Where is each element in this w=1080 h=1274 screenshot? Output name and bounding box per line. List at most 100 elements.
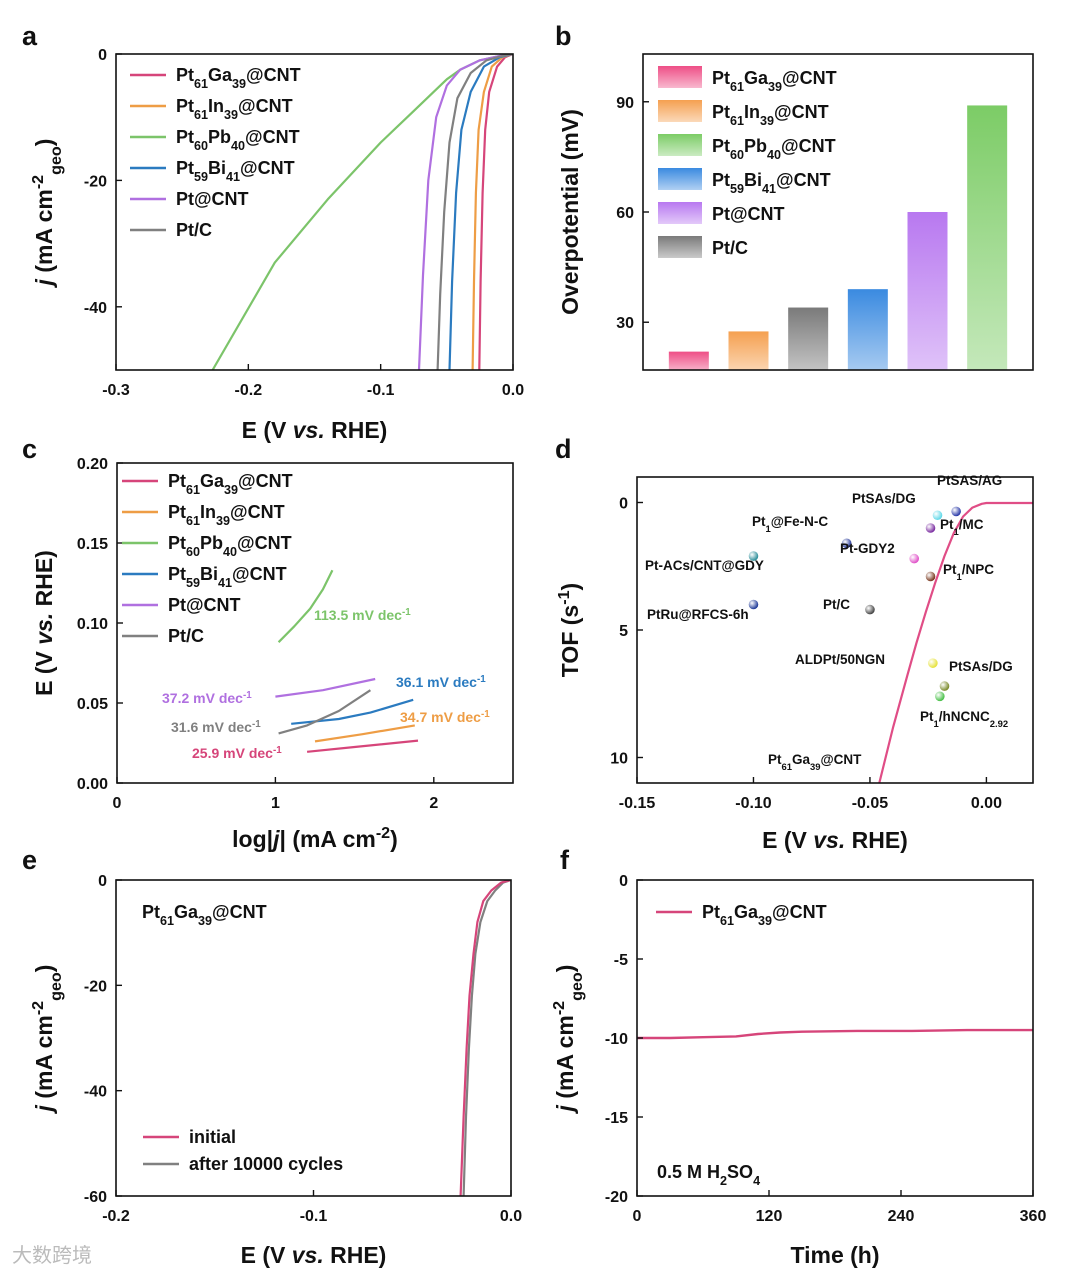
series-line: [436, 54, 513, 370]
x-tick-label: 0: [633, 1208, 642, 1225]
scatter-point: [935, 691, 945, 702]
series-line: [462, 880, 511, 1196]
y-tick-label: 0.05: [77, 696, 108, 713]
x-tick-label: 120: [756, 1208, 783, 1225]
y-tick-label: -15: [605, 1110, 628, 1127]
series-line: [471, 54, 513, 370]
legend-entry: Pt60Pb40@CNT: [712, 136, 836, 162]
slope-annotation: 36.1 mV dec-1: [396, 674, 486, 691]
x-tick-label: -0.1: [300, 1208, 328, 1225]
slope-annotation: 25.9 mV dec-1: [192, 745, 282, 762]
scatter-point: [928, 658, 938, 668]
scatter-point: [939, 681, 950, 691]
y-tick-label: 10: [610, 751, 628, 768]
point-label: Pt1/hNCNC2.92: [920, 709, 1008, 730]
legend-entry: Pt61Ga39@CNT: [712, 68, 837, 94]
x-tick-label: -0.10: [735, 795, 772, 812]
scatter-point: [951, 506, 961, 517]
y-tick-label: 0: [98, 873, 107, 890]
x-tick-label: 360: [1020, 1208, 1047, 1225]
legend-entry: Pt60Pb40@CNT: [176, 127, 300, 153]
panel-a: a -0.3 -0.2 -0.1 0.0 0 -20 -40 E (V vs. RHE) j (m…: [22, 21, 524, 443]
x-tick-label: 0.0: [502, 382, 524, 399]
series-line: [306, 739, 419, 753]
y-axis-label: j (mA cm-2geo): [29, 965, 65, 1115]
legend-entry: Pt59Bi41@CNT: [712, 170, 831, 196]
point-label: Pt-ACs/CNT@GDY: [645, 558, 764, 573]
x-tick-label: -0.3: [102, 382, 130, 399]
y-tick-label: -20: [84, 173, 107, 190]
legend-swatch: [658, 236, 702, 258]
panel-d: d -0.15 -0.10 -0.05 0.00 0 5 10 E (V vs. RHE) TOF…: [555, 434, 1034, 853]
x-tick-label: -0.1: [367, 382, 395, 399]
tof-curve: [878, 501, 1033, 783]
point-label: Pt1/NPC: [943, 562, 994, 583]
legend-entry: Pt61Ga39@CNT: [168, 471, 293, 497]
point-label: PtSAS/AG: [937, 473, 1002, 488]
legend-entry: Pt@CNT: [176, 189, 249, 209]
watermark-text: 大数跨境: [12, 1244, 92, 1267]
series-line: [314, 724, 415, 743]
legend-entry: Pt60Pb40@CNT: [168, 533, 292, 559]
point-label: PtSAs/DG: [852, 491, 916, 506]
series-line: [277, 569, 334, 643]
y-tick-label: 0.20: [77, 456, 108, 473]
series-line: [637, 1028, 1033, 1040]
panel-label-e: e: [22, 845, 37, 875]
bar: [728, 331, 769, 370]
plot-frame-e: [115, 879, 512, 1197]
scatter-point: [865, 604, 875, 615]
panel-c: c 0 1 2 0.00 0.05 0.10 0.15 0.20 log|j| (mA cm-2)…: [22, 434, 514, 852]
x-axis-label: log|j| (mA cm-2): [232, 824, 398, 852]
y-tick-label: 0.10: [77, 616, 108, 633]
x-axis-label: E (V vs. RHE): [242, 417, 388, 443]
y-tick-label: 30: [616, 315, 634, 332]
x-axis-label: E (V vs. RHE): [241, 1242, 387, 1268]
bar: [907, 212, 948, 370]
scatter-point: [909, 553, 919, 564]
scatter-point: [841, 538, 852, 549]
y-tick-label: 0: [619, 873, 628, 890]
legend-entry: Pt59Bi41@CNT: [168, 564, 287, 590]
inset-label: Pt61Ga39@CNT: [142, 902, 267, 928]
panel-e: e -0.2 -0.1 0.0 0 -20 -40 -60 E (V vs. RHE) j (mA…: [22, 845, 522, 1268]
y-tick-label: 60: [616, 205, 634, 222]
x-tick-label: 0: [113, 795, 122, 812]
point-label: Pt-GDY2: [840, 541, 895, 556]
series-group: [211, 54, 513, 370]
scatter-point: [748, 551, 759, 561]
y-axis-label: j (mA cm-2geo): [29, 139, 65, 289]
panel-label-a: a: [22, 21, 38, 51]
legend-entry: after 10000 cycles: [189, 1154, 343, 1174]
inset-label: 0.5 M H2SO4: [657, 1162, 760, 1188]
series-line: [448, 54, 513, 370]
y-tick-label: -5: [614, 952, 628, 969]
point-label: Pt1@Fe-N-C: [752, 514, 828, 535]
point-label: Pt/C: [823, 597, 850, 612]
point-label: ALDPt/50NGN: [795, 652, 885, 667]
y-tick-label: -60: [84, 1189, 107, 1206]
scatter-point: [932, 510, 943, 521]
legend-entry: Pt@CNT: [712, 204, 785, 224]
y-axis-label: TOF (s-1): [555, 583, 583, 677]
panel-label-f: f: [560, 845, 570, 875]
bar: [847, 289, 888, 370]
panel-b: b 30 60 90 Overpotential (mV) Pt61Ga39@CNT Pt6…: [555, 21, 1034, 371]
slope-annotation: 113.5 mV dec-1: [314, 607, 411, 624]
series-line: [278, 689, 372, 735]
y-tick-label: 0: [619, 496, 628, 513]
series-line: [417, 54, 513, 370]
legend-entry: Pt@CNT: [168, 595, 241, 615]
x-tick-label: 0.00: [971, 795, 1002, 812]
y-tick-label: 0: [98, 47, 107, 64]
y-tick-label: -40: [84, 1084, 107, 1101]
legend-swatch: [658, 134, 702, 156]
x-tick-label: 0.0: [500, 1208, 522, 1225]
plot-frame-a: [115, 53, 514, 371]
legend-entry: Pt61In39@CNT: [176, 96, 293, 122]
x-tick-label: -0.05: [852, 795, 889, 812]
x-tick-label: -0.2: [235, 382, 263, 399]
x-tick-label: -0.2: [102, 1208, 130, 1225]
series-line: [478, 54, 513, 370]
scatter-point: [925, 571, 936, 582]
